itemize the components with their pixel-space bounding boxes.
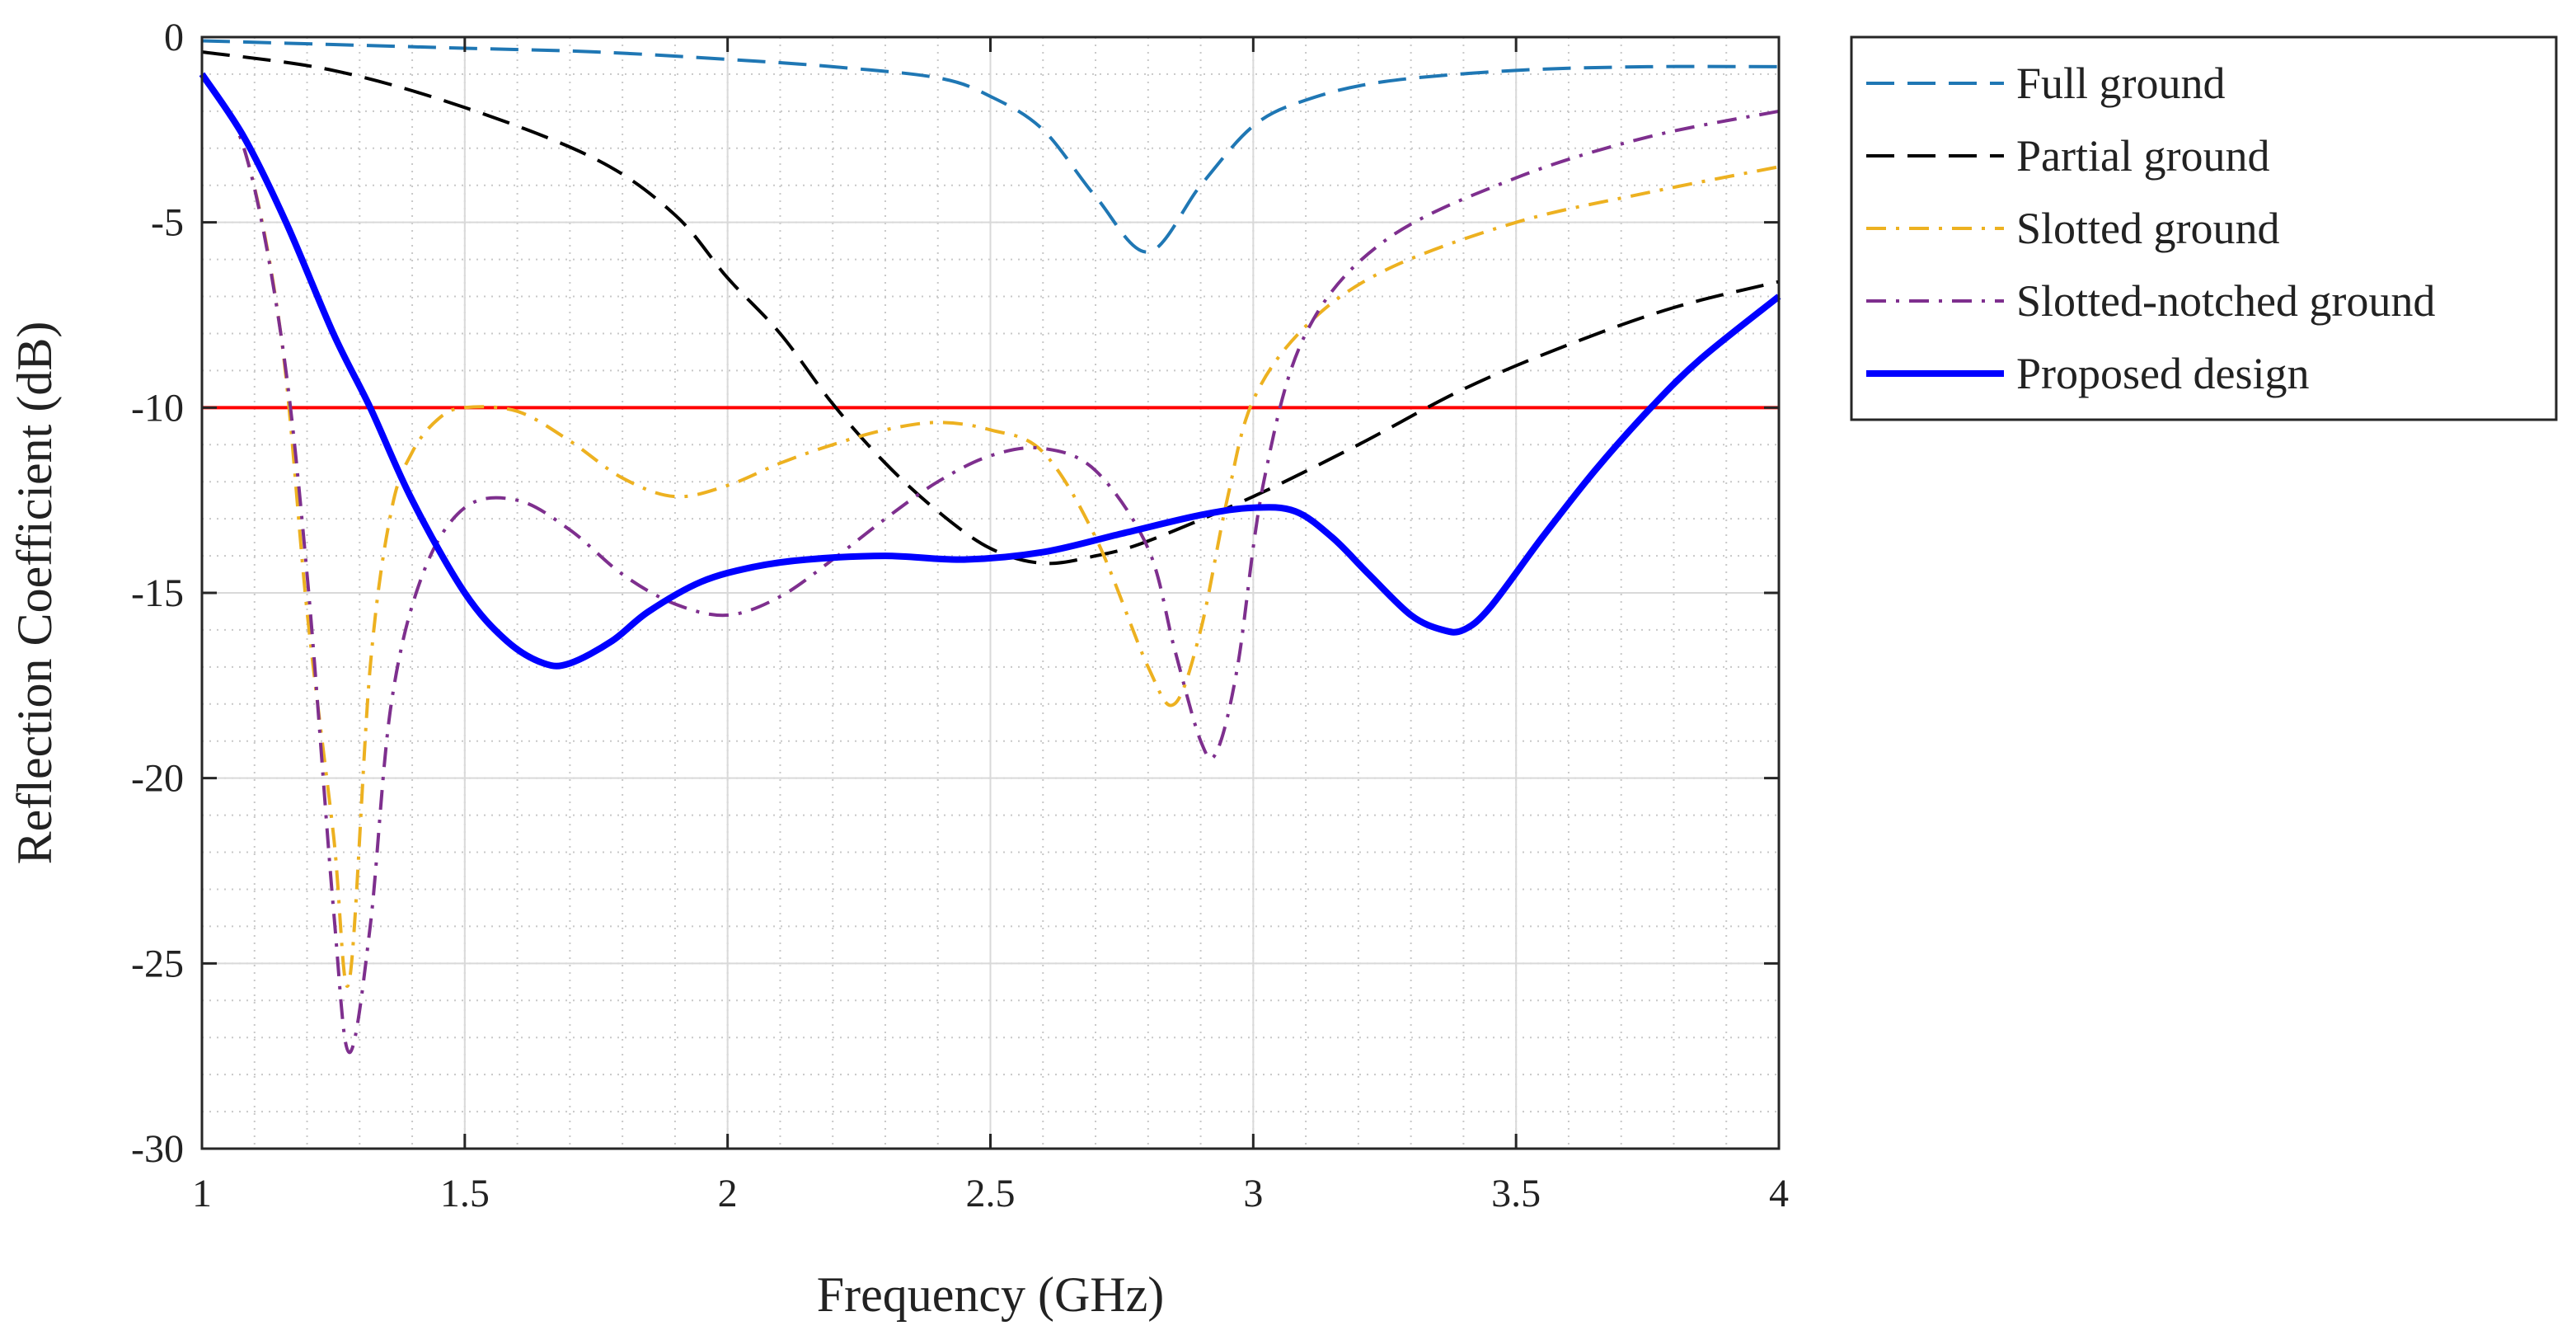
- x-tick-label: 1: [192, 1172, 212, 1215]
- x-tick-labels: 1 1.5 2 2.5 3 3.5 4: [192, 1172, 1789, 1215]
- legend-item-full-ground[interactable]: Full ground: [1866, 59, 2226, 108]
- legend-item-partial-ground[interactable]: Partial ground: [1866, 131, 2269, 181]
- legend-item-proposed-design[interactable]: Proposed design: [1866, 349, 2309, 398]
- y-tick-label: 0: [164, 16, 184, 59]
- series-group: [199, 39, 1781, 1055]
- legend-item-slotted-notched-ground[interactable]: Slotted-notched ground: [1866, 276, 2435, 326]
- tick-marks: [200, 35, 1781, 1150]
- x-tick-label: 3.5: [1491, 1172, 1541, 1215]
- series-line-slotted-notched-ground: [200, 73, 1780, 1055]
- series-line-slotted-ground: [200, 73, 1780, 988]
- legend[interactable]: Full ground Partial ground Slotted ground S…: [1850, 35, 2558, 421]
- x-axis-label: Frequency (GHz): [817, 1267, 1165, 1322]
- x-tick-label: 1.5: [440, 1172, 490, 1215]
- y-tick-label: -30: [131, 1127, 184, 1171]
- legend-label-proposed-design: Proposed design: [2016, 349, 2309, 398]
- y-tick-label: -25: [131, 942, 184, 985]
- legend-label-partial-ground: Partial ground: [2016, 131, 2269, 181]
- legend-items: Full ground Partial ground Slotted ground S…: [1866, 59, 2435, 398]
- y-tick-label: -15: [131, 571, 184, 615]
- series-line-proposed-design: [199, 72, 1781, 670]
- series-line-full-ground: [201, 39, 1780, 254]
- y-tick-labels: 0 -5 -10 -15 -20 -25 -30: [131, 16, 184, 1171]
- legend-label-slotted-ground: Slotted ground: [2016, 204, 2280, 253]
- x-tick-label: 2: [718, 1172, 738, 1215]
- x-tick-label: 4: [1769, 1172, 1789, 1215]
- series-line-partial-ground: [201, 50, 1780, 566]
- y-tick-label: -20: [131, 757, 184, 801]
- legend-item-slotted-ground[interactable]: Slotted ground: [1866, 204, 2280, 253]
- legend-label-full-ground: Full ground: [2016, 59, 2226, 108]
- legend-label-slotted-notched-ground: Slotted-notched ground: [2016, 276, 2435, 326]
- x-tick-label: 2.5: [966, 1172, 1016, 1215]
- y-tick-label: -5: [151, 201, 184, 245]
- x-tick-label: 3: [1243, 1172, 1263, 1215]
- y-axis-label: Reflection Coefficient (dB): [7, 322, 62, 865]
- y-tick-label: -10: [131, 386, 184, 430]
